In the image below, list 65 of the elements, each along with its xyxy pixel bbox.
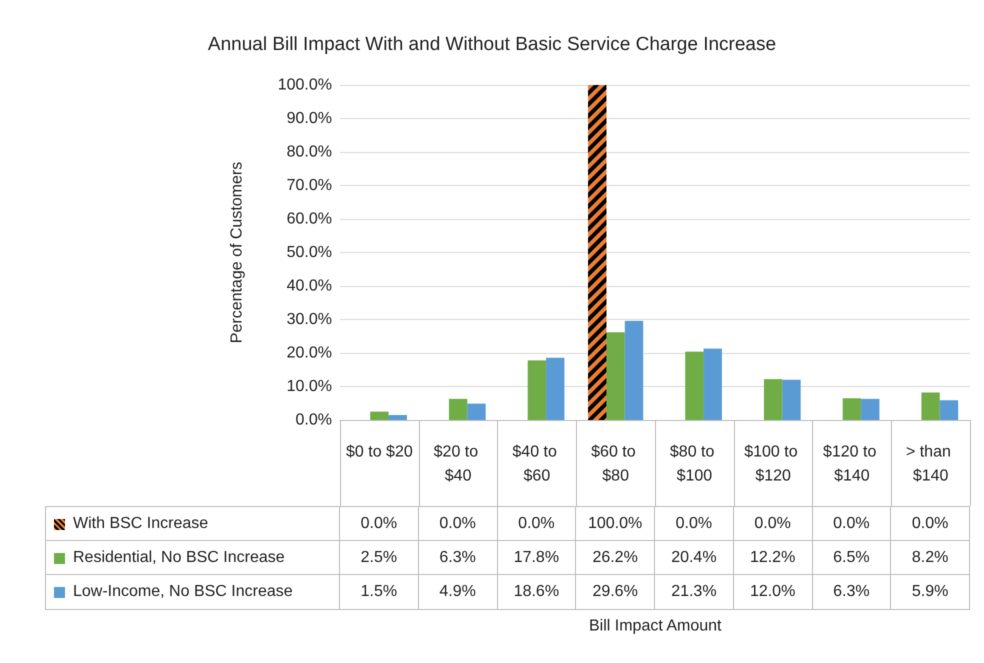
legend-label: Low-Income, No BSC Increase: [73, 583, 293, 601]
bar: [624, 320, 644, 420]
bar: [528, 360, 546, 420]
data-label: 2.5%: [340, 541, 419, 575]
data-label: 6.5%: [812, 541, 892, 575]
y-tick-label: 40.0%: [286, 278, 332, 294]
bar: [685, 352, 704, 420]
data-label: 6.3%: [418, 541, 498, 575]
data-label: 26.2%: [576, 541, 655, 575]
x-tick-label: $100 to $120: [744, 444, 802, 484]
data-label: 0.0%: [655, 507, 734, 541]
chart-title: Annual Bill Impact With and Without Basic Service Charge Increase: [208, 34, 776, 55]
data-label: 1.5%: [340, 575, 419, 609]
bar: [940, 400, 958, 420]
bar: [370, 412, 389, 420]
x-tick-label: > than $140: [906, 444, 956, 484]
data-label: 0.0%: [812, 507, 892, 541]
y-tick-label: 10.0%: [286, 378, 332, 395]
x-tick-label: $120 to $140: [822, 444, 881, 484]
data-label: 12.0%: [734, 575, 812, 609]
bar: [782, 380, 801, 420]
data-label: 29.6%: [576, 575, 655, 609]
data-label: 0.0%: [498, 507, 576, 541]
data-label: 8.2%: [891, 541, 970, 575]
legend-label: With BSC Increase: [73, 515, 208, 533]
bar: [467, 404, 486, 420]
data-label: 12.2%: [734, 541, 812, 575]
x-tick-label: $60 to $80: [591, 444, 640, 484]
data-label: 18.6%: [498, 575, 576, 609]
data-label: 0.0%: [340, 507, 419, 541]
y-tick-label: 80.0%: [286, 144, 332, 160]
y-tick-label: 100.0%: [278, 76, 332, 94]
bar: [921, 392, 940, 420]
y-tick-label: 90.0%: [286, 110, 332, 127]
y-tick-label: 50.0%: [286, 244, 332, 261]
data-label: 100.0%: [576, 507, 655, 541]
y-tick-label: 0.0%: [296, 412, 332, 428]
data-label: 21.3%: [655, 575, 734, 609]
data-label: 4.9%: [418, 575, 498, 609]
text: Bill Impact Amount: [589, 618, 722, 634]
x-tick-label: $0 to $20: [346, 444, 413, 460]
data-label: 20.4%: [655, 541, 734, 575]
legend-label: Residential, No BSC Increase: [73, 549, 285, 567]
bar: [704, 348, 722, 420]
data-label: 5.9%: [891, 575, 970, 609]
data-label: 0.0%: [734, 507, 812, 541]
bar: [448, 398, 468, 420]
data-label: 6.3%: [812, 575, 892, 609]
x-tick-label: $80 to $100: [670, 444, 719, 484]
y-tick-label: 60.0%: [286, 210, 332, 228]
bar: [606, 332, 625, 420]
y-tick-label: 70.0%: [286, 177, 332, 194]
y-tick-label: 30.0%: [286, 311, 332, 328]
bar: [388, 414, 407, 420]
bar: [861, 398, 880, 420]
y-axis-title: Percentage of Customers: [228, 162, 246, 344]
data-label: 0.0%: [891, 507, 970, 541]
bar: [546, 358, 564, 420]
bar: [842, 398, 862, 420]
data-label: 17.8%: [498, 541, 576, 575]
data-label: 0.0%: [418, 507, 498, 541]
x-tick-label: $40 to $60: [512, 444, 562, 484]
y-tick-label: 20.0%: [286, 344, 332, 362]
bar: [764, 379, 782, 420]
x-tick-label: $20 to $40: [434, 444, 483, 484]
